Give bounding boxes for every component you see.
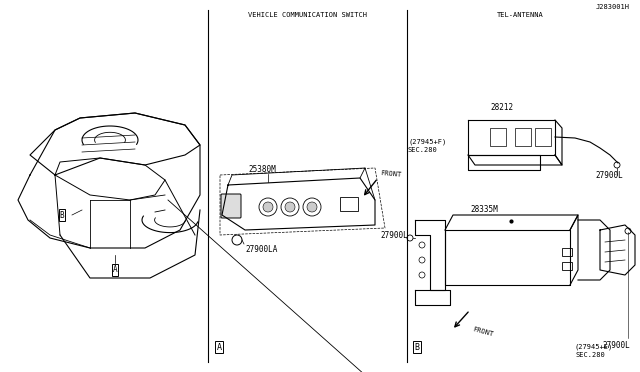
Text: SEC.280: SEC.280 [575,352,605,358]
Text: 27900L: 27900L [595,170,623,180]
Text: B: B [60,211,64,219]
Text: 27900L: 27900L [602,340,630,350]
Bar [490,128,506,146]
Bar [340,197,358,211]
Bar [535,128,551,146]
Text: 25380M: 25380M [248,166,276,174]
Bar [515,128,531,146]
Text: FRONT: FRONT [380,170,402,178]
Text: J283001H: J283001H [596,4,630,10]
FancyBboxPatch shape [221,194,241,218]
Text: 27900L: 27900L [380,231,408,240]
Bar [562,248,572,256]
Text: (27945+F): (27945+F) [408,139,446,145]
Text: 28335M: 28335M [470,205,498,215]
Text: TEL-ANTENNA: TEL-ANTENNA [497,12,543,18]
Text: SEC.280: SEC.280 [408,147,438,153]
Text: FRONT: FRONT [472,326,494,338]
Circle shape [307,202,317,212]
Text: (27945+E): (27945+E) [575,344,613,350]
Circle shape [285,202,295,212]
Text: 28212: 28212 [490,103,513,112]
Text: A: A [113,266,117,275]
Text: VEHICLE COMMUNICATION SWITCH: VEHICLE COMMUNICATION SWITCH [248,12,367,18]
Circle shape [263,202,273,212]
Text: 27900LA: 27900LA [245,245,277,254]
Bar [562,262,572,270]
Text: A: A [216,343,221,352]
Text: B: B [415,343,419,352]
